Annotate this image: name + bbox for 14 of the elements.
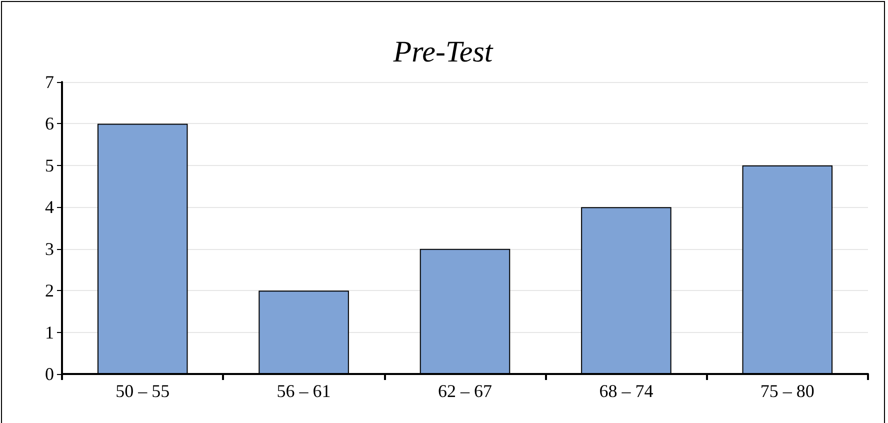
- y-tick-label: 2: [45, 280, 54, 301]
- y-tick-label: 7: [45, 72, 54, 92]
- x-tick-label: 56 – 61: [276, 381, 331, 401]
- y-tick-label: 4: [45, 197, 54, 218]
- y-tick-label: 1: [45, 322, 54, 342]
- x-tick-label: 50 – 55: [116, 381, 170, 401]
- y-tick-label: 0: [45, 364, 54, 384]
- x-tick-label: 68 – 74: [599, 381, 654, 401]
- y-tick-label: 6: [45, 114, 54, 134]
- y-tick-label: 5: [45, 155, 54, 176]
- x-tick-label: 75 – 80: [760, 381, 814, 401]
- x-tick-label: 62 – 67: [438, 381, 492, 401]
- y-tick-label: 3: [45, 238, 54, 259]
- chart-title: Pre-Test: [392, 36, 494, 68]
